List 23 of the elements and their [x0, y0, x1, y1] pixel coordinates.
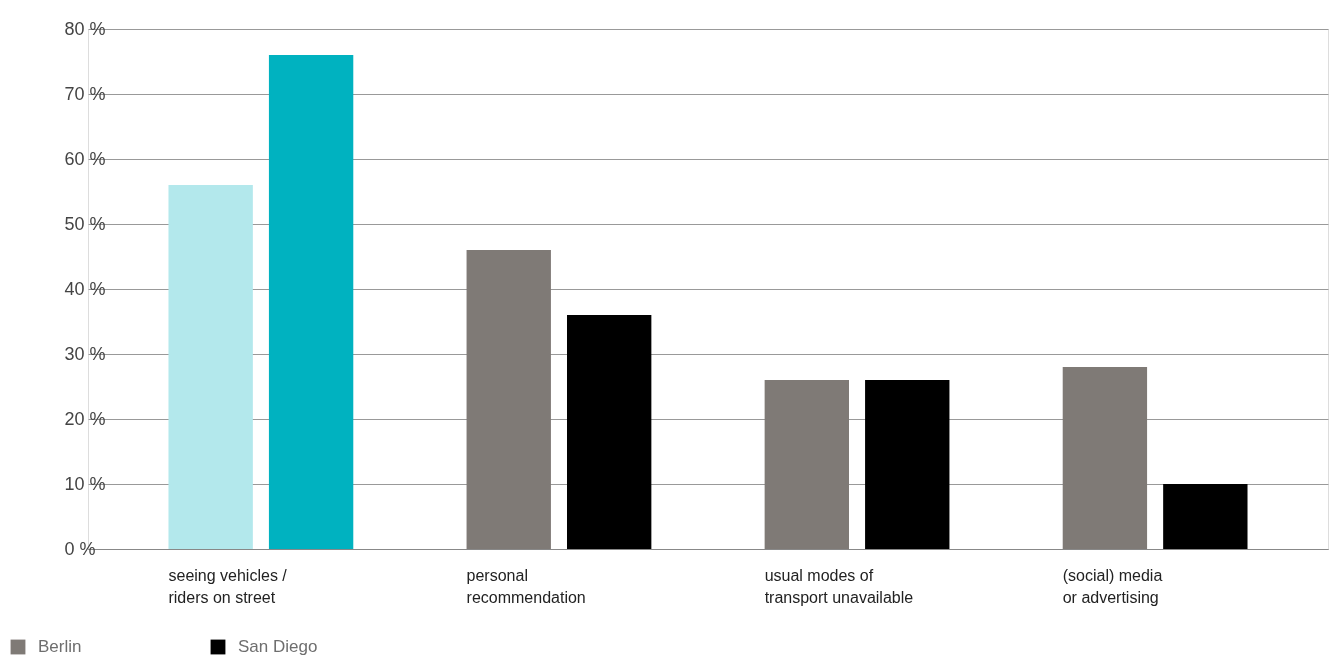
y-tick-label: 80 % — [64, 18, 106, 39]
y-tick-label: 0 % — [64, 538, 96, 559]
x-tick-label: (social) media or advertising — [1062, 566, 1163, 606]
bar — [567, 315, 652, 549]
legend-label: San Diego — [238, 637, 318, 656]
bar — [865, 380, 950, 549]
legend-label: Berlin — [38, 637, 82, 656]
y-tick-label: 70 % — [64, 83, 106, 104]
y-tick-label: 50 % — [64, 213, 106, 234]
bar — [466, 250, 551, 549]
bar — [1163, 484, 1248, 549]
y-tick-label: 10 % — [64, 473, 106, 494]
y-tick-label: 40 % — [64, 278, 106, 299]
bar — [1062, 367, 1148, 549]
bar — [268, 55, 354, 549]
x-tick-label: seeing vehicles / riders on street — [168, 566, 288, 606]
bar — [764, 380, 849, 549]
y-tick-label: 20 % — [64, 408, 106, 429]
x-tick-label: personal recommendation — [466, 566, 586, 606]
bar — [168, 185, 253, 549]
x-tick-label: usual modes of transport unavailable — [764, 566, 914, 606]
y-tick-label: 30 % — [64, 343, 106, 364]
y-tick-label: 60 % — [64, 148, 106, 169]
